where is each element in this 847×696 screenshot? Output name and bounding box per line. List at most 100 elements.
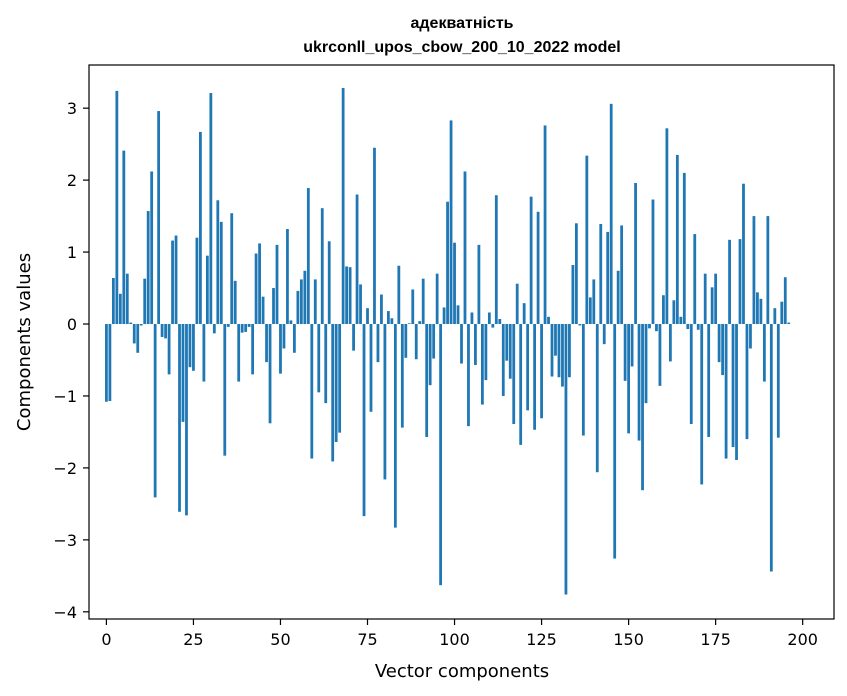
bar [613,324,617,559]
x-tick-label: 0 [101,630,111,649]
chart-title-line1: адекватність [411,15,514,32]
bar [414,324,418,360]
bar [508,324,512,379]
bar [136,324,140,353]
bar [540,324,543,419]
bar [425,324,429,437]
y-tick-label: 2 [67,171,77,190]
bar [491,324,495,328]
bar [505,324,509,361]
bar [710,287,714,325]
bar [742,183,745,325]
bar [561,324,564,387]
bar [261,296,265,325]
bar [630,324,634,367]
bar [477,244,481,325]
bar [533,324,536,430]
bar [578,324,582,326]
bar [634,182,637,325]
bar [498,318,502,325]
bar [752,216,756,325]
bar [247,324,251,327]
bar [780,301,784,325]
bar [362,324,366,517]
bar [714,273,718,325]
bar [637,324,641,441]
bar [178,324,181,512]
bar [581,324,585,436]
bar [585,155,589,325]
bar [192,324,195,371]
bar [272,288,275,325]
bar [449,120,453,325]
bar [602,324,606,345]
bar [111,277,115,325]
bar [724,324,728,459]
y-tick-label: 3 [67,99,77,118]
bar [655,324,658,332]
bar [359,284,362,325]
bar [428,324,432,386]
bar [205,255,209,325]
bar [463,171,467,325]
bar [662,295,665,325]
bar [122,150,126,325]
bar [658,324,662,386]
bar [700,324,704,485]
bar [665,128,669,325]
bar [574,223,578,325]
bar [282,324,286,349]
bar [390,318,394,325]
bar [129,322,133,325]
bar [230,213,234,325]
bar [682,172,686,325]
bar [623,324,627,381]
bar [407,323,411,325]
bar [150,171,154,325]
bar [689,324,693,425]
bar [223,324,227,456]
bar [303,270,307,325]
bar [164,324,167,339]
bar [153,324,157,498]
bar [721,324,724,376]
bar [397,265,401,325]
bar [529,196,533,325]
bar [773,308,777,325]
bar [258,243,261,325]
bar [143,278,147,325]
bar [439,324,443,586]
bar [554,324,557,356]
y-tick-label: −1 [53,387,77,406]
bar [675,154,679,325]
bar [310,324,314,459]
bar [627,324,630,434]
bar [373,147,376,325]
bar [731,324,735,448]
bar [519,324,523,445]
bar [783,277,787,325]
bar [275,244,279,325]
bar [609,103,613,325]
x-tick-label: 50 [270,630,290,649]
y-tick-label: −4 [53,603,77,622]
bar [672,300,676,325]
bar [599,224,603,325]
bar [735,324,738,460]
bar [331,324,335,462]
bar [338,324,342,433]
bar [400,324,404,428]
bar [327,241,331,325]
bar [352,324,355,351]
bar [515,283,519,325]
bar [313,279,317,325]
bar [487,312,491,325]
bar [132,324,136,344]
bar [209,93,213,325]
bar [776,324,780,438]
bar [334,324,338,442]
bar [745,324,749,440]
bar [453,242,456,325]
bar [105,324,108,402]
bar [703,273,707,325]
